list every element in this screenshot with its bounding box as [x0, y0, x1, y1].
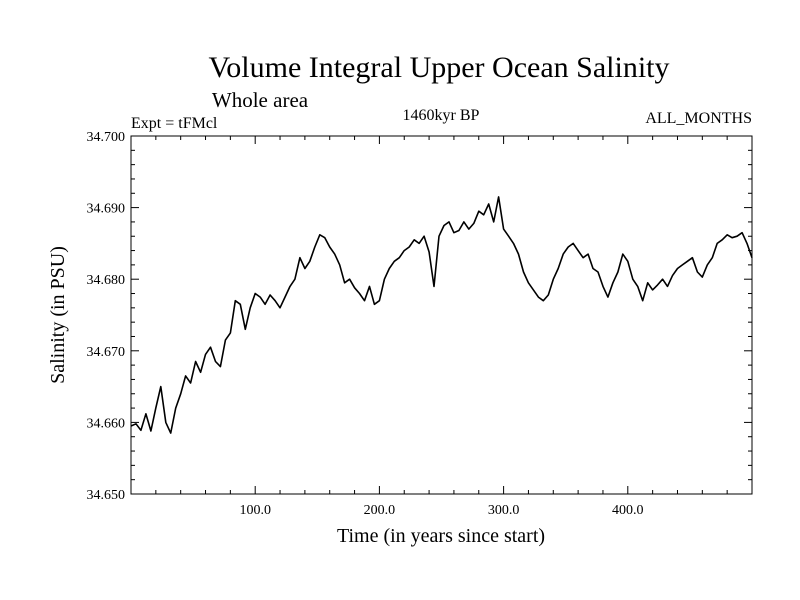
x-axis-label: Time (in years since start) — [337, 525, 545, 547]
salinity-series-line — [130, 196, 753, 434]
y-tick-label: 34.700 — [87, 130, 126, 145]
x-tick-label: 400.0 — [612, 503, 644, 518]
x-axis-ticks: 100.0 200.0 300.0 400.0 — [155, 136, 728, 518]
y-tick-label: 34.670 — [87, 345, 126, 360]
plot-frame — [130, 135, 753, 495]
y-axis-label: Salinity (in PSU) — [47, 246, 69, 384]
chart-subtitle: Whole area — [212, 88, 309, 112]
x-tick-label: 200.0 — [364, 503, 396, 518]
x-tick-label: 300.0 — [488, 503, 520, 518]
months-label: ALL_MONTHS — [645, 110, 752, 127]
y-tick-label: 34.660 — [87, 416, 126, 431]
y-tick-label: 34.690 — [87, 202, 126, 217]
y-tick-label: 34.680 — [87, 273, 126, 288]
x-tick-label: 100.0 — [239, 503, 271, 518]
chart-title: Volume Integral Upper Ocean Salinity — [209, 51, 670, 84]
y-axis-ticks: 34.650 34.660 34.670 34.680 34.690 34.700 — [87, 130, 752, 503]
period-label: 1460kyr BP — [403, 107, 480, 124]
experiment-label: Expt = tFMcl — [131, 115, 218, 132]
y-tick-label: 34.650 — [87, 488, 126, 503]
